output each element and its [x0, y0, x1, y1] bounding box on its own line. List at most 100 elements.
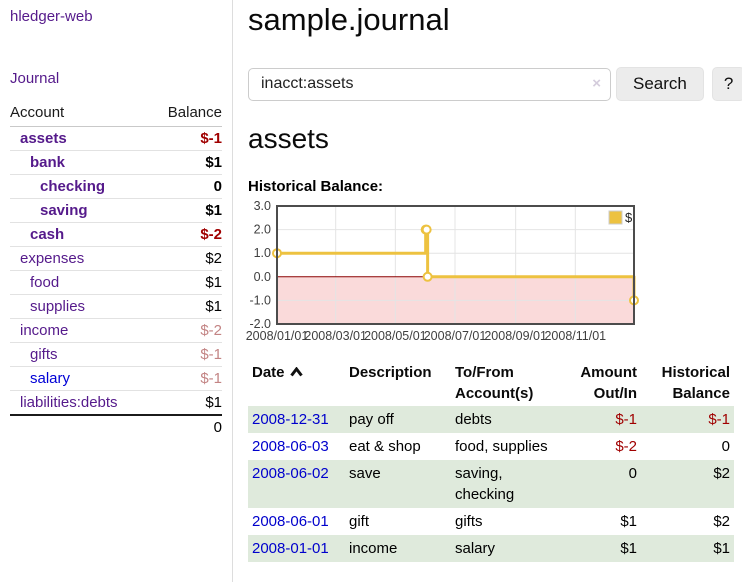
- account-link[interactable]: bank: [30, 154, 66, 171]
- page-title: sample.journal: [248, 2, 450, 37]
- transaction-date-link[interactable]: 2008-06-03: [252, 438, 329, 455]
- account-balance: $1: [205, 394, 222, 411]
- data-point-marker: [421, 224, 432, 235]
- chart-title: Historical Balance:: [248, 178, 384, 195]
- y-axis-tick-label: 1.0: [254, 246, 271, 260]
- account-balance: $-1: [200, 370, 222, 387]
- transaction-date-link[interactable]: 2008-12-31: [252, 411, 329, 428]
- search-button[interactable]: Search: [616, 67, 704, 101]
- account-link[interactable]: liabilities:debts: [20, 394, 118, 411]
- accounts-column-header: To/From Account(s): [455, 364, 534, 402]
- transaction-date-link[interactable]: 2008-06-02: [252, 465, 329, 482]
- transaction-balance: $2: [713, 513, 730, 530]
- account-balance: $-1: [200, 346, 222, 363]
- accounts-table: Account Balance assets $-1 bank $1 checking 0…: [10, 101, 222, 439]
- account-row: liabilities:debts $1: [10, 391, 222, 414]
- account-row: checking 0: [10, 175, 222, 199]
- account-balance: $2: [205, 250, 222, 267]
- transaction-description: save: [345, 460, 451, 508]
- table-row: 2008-06-02 save saving, checking 0 $2: [248, 460, 734, 508]
- y-axis-tick-label: -2.0: [249, 317, 271, 331]
- transaction-amount: $-1: [569, 406, 641, 433]
- accounts-total-row: 0: [10, 414, 222, 439]
- legend-label: $: [625, 210, 633, 225]
- x-axis-tick-label: 2008/07/01: [424, 329, 487, 343]
- account-balance: $-2: [200, 322, 222, 339]
- account-link[interactable]: expenses: [20, 250, 85, 267]
- transaction-date-link[interactable]: 2008-01-01: [252, 540, 329, 557]
- sort-ascending-icon: [289, 367, 303, 377]
- amount-column-header: Amount Out/In: [580, 364, 637, 402]
- transaction-accounts: debts: [451, 406, 569, 433]
- account-balance: 0: [213, 178, 222, 195]
- transaction-balance: 0: [721, 438, 730, 455]
- transaction-date-link[interactable]: 2008-06-01: [252, 513, 329, 530]
- account-link[interactable]: saving: [40, 202, 88, 219]
- account-balance: $1: [205, 274, 222, 291]
- account-row: assets $-1: [10, 127, 222, 151]
- accounts-table-header: Account Balance: [10, 101, 222, 127]
- transaction-accounts: gifts: [455, 513, 483, 530]
- transaction-amount: 0: [569, 460, 641, 508]
- x-axis-tick-label: 2008/09/01: [484, 329, 547, 343]
- account-balance: $1: [205, 154, 222, 171]
- table-row: 2008-06-03 eat & shop food, supplies $-2 0: [248, 433, 734, 460]
- clear-search-icon[interactable]: ×: [592, 74, 601, 92]
- y-axis-tick-label: 2.0: [254, 223, 271, 237]
- x-axis-tick-label: 2008/05/01: [364, 329, 427, 343]
- account-balance: $1: [205, 202, 222, 219]
- transaction-amount: $-2: [615, 438, 637, 455]
- account-balance: $-1: [200, 130, 222, 147]
- search-form: × Search ?: [248, 67, 742, 101]
- transaction-description: gift: [349, 513, 370, 530]
- transaction-amount: $1: [620, 513, 637, 530]
- transaction-description: income: [345, 535, 451, 562]
- balance-column-header: Balance: [167, 104, 222, 121]
- historical-balance-chart: $3.0 2.0 1.0 0.0 -1.0 -2.0 2008/01/01 2008/03/0…: [246, 197, 742, 349]
- table-row: 2008-06-01 gift gifts $1 $2: [248, 508, 734, 535]
- transaction-description: pay off: [345, 406, 451, 433]
- y-axis-tick-label: 3.0: [254, 199, 271, 213]
- account-link[interactable]: food: [30, 274, 60, 291]
- x-axis-tick-label: 2008/11/01: [544, 329, 606, 343]
- transaction-balance: $2: [641, 460, 734, 508]
- account-link[interactable]: checking: [40, 178, 106, 195]
- main-content: sample.journal × Search ? assets Histori…: [233, 0, 742, 582]
- x-axis-tick-label: 2008/03/01: [304, 329, 367, 343]
- transaction-accounts: salary: [451, 535, 569, 562]
- account-row: expenses $2: [10, 247, 222, 271]
- account-link[interactable]: gifts: [30, 346, 58, 363]
- register-table: Date Description To/From Account(s) Amou…: [248, 360, 734, 562]
- description-column-header: Description: [349, 364, 432, 381]
- account-link[interactable]: assets: [20, 130, 67, 147]
- x-axis-tick-label: 2008/01/01: [246, 329, 309, 343]
- search-input[interactable]: [248, 67, 611, 101]
- account-row: food $1: [10, 271, 222, 295]
- transaction-balance: $1: [641, 535, 734, 562]
- account-heading: assets: [248, 123, 329, 154]
- date-column-header[interactable]: Date: [248, 360, 345, 406]
- transaction-description: eat & shop: [349, 438, 421, 455]
- transaction-amount: $1: [569, 535, 641, 562]
- transaction-accounts: food, supplies: [455, 438, 548, 455]
- account-link[interactable]: income: [20, 322, 69, 339]
- data-point-marker: [422, 271, 433, 282]
- sidebar-item-journal[interactable]: Journal: [10, 70, 60, 87]
- accounts-rows: assets $-1 bank $1 checking 0 saving $1 cash $-2 e…: [10, 127, 222, 414]
- help-button[interactable]: ?: [711, 67, 742, 101]
- account-link[interactable]: salary: [30, 370, 71, 387]
- account-row: income $-2: [10, 319, 222, 343]
- account-row: saving $1: [10, 199, 222, 223]
- account-row: supplies $1: [10, 295, 222, 319]
- account-link[interactable]: cash: [30, 226, 65, 243]
- total-balance: 0: [213, 419, 222, 436]
- account-row: cash $-2: [10, 223, 222, 247]
- y-axis-tick-label: 0.0: [254, 270, 271, 284]
- table-row: 2008-12-31 pay off debts $-1 $-1: [248, 406, 734, 433]
- register-header-row: Date Description To/From Account(s) Amou…: [248, 360, 734, 406]
- brand-link[interactable]: hledger-web: [10, 8, 93, 25]
- transaction-accounts: saving, checking: [451, 460, 569, 508]
- y-axis-tick-label: -1.0: [249, 293, 271, 307]
- account-link[interactable]: supplies: [30, 298, 86, 315]
